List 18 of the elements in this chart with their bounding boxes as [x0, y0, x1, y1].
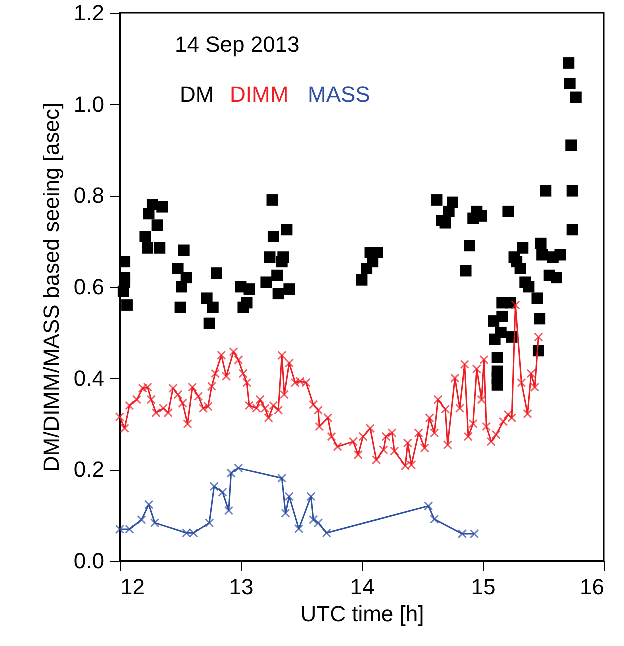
x-tick-label: 15 [471, 574, 496, 600]
y-axis-title: DM/DIMM/MASS based seeing [asec] [38, 102, 64, 472]
text: DIMM [230, 82, 289, 107]
x-tick-label: 14 [350, 574, 375, 600]
text: MASS [308, 82, 370, 107]
annotation: 14 Sep 2013 [175, 32, 300, 57]
y-tick-label: 0.8 [74, 183, 104, 208]
x-tick-label: 16 [580, 574, 604, 600]
y-tick-label: 0.2 [74, 457, 104, 482]
x-tick-label: 12 [120, 574, 145, 600]
y-tick-label: 0.0 [74, 548, 104, 574]
x-tick-label: 13 [229, 574, 254, 600]
y-tick-label: 1.2 [74, 0, 104, 26]
y-tick-label: 0.4 [74, 366, 104, 391]
text: DM [180, 82, 214, 107]
x-axis-title: UTC time [h] [300, 602, 424, 626]
y-tick-label: 0.6 [74, 274, 104, 300]
y-tick-label: 1.0 [74, 92, 104, 117]
